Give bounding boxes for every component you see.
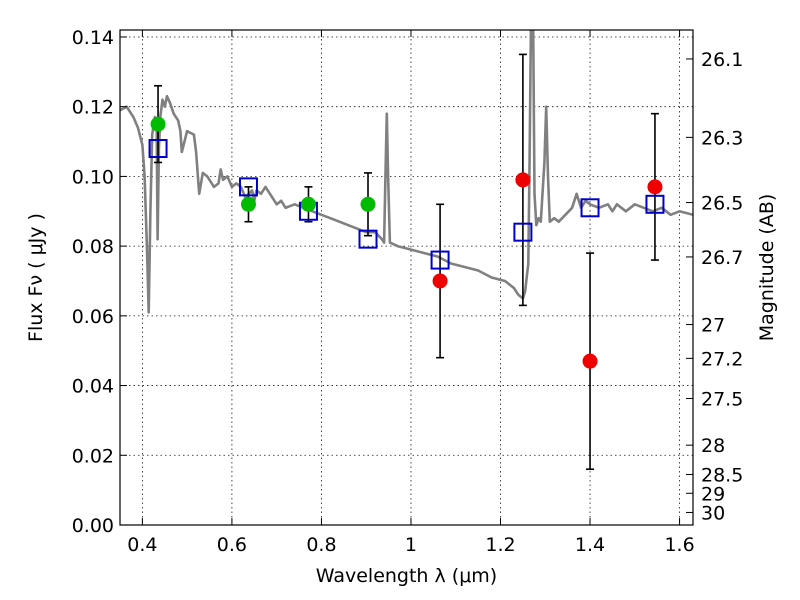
- model-photometry-square: [513, 222, 533, 242]
- low-significance-point: [647, 179, 663, 195]
- grid: [120, 30, 693, 526]
- y-axis-label: Flux Fν ( μJy ): [25, 213, 47, 342]
- model-photometry-square: [430, 250, 450, 270]
- low-significance-point: [582, 353, 598, 369]
- right-tick-label: 27: [701, 315, 725, 337]
- x-tick-label: 1: [405, 534, 417, 556]
- x-tick-label: 1.2: [485, 534, 515, 556]
- detection-point: [240, 196, 256, 212]
- right-tick-label: 27.2: [701, 348, 743, 370]
- x-tick-label: 0.6: [217, 534, 247, 556]
- right-tick-label: 26.3: [701, 127, 743, 149]
- y-tick-label: 0.12: [72, 97, 114, 119]
- y-tick-label: 0.10: [72, 166, 114, 188]
- right-tick-label: 27.5: [701, 388, 743, 410]
- detection-point: [360, 196, 376, 212]
- right-tick-label: 26.7: [701, 247, 743, 269]
- model-photometry-square: [580, 198, 600, 218]
- y-tick-label: 0.02: [72, 445, 114, 467]
- error-bars: [154, 53, 659, 471]
- right-axis-label: Magnitude (AB): [756, 194, 778, 342]
- y-tick-label: 0.14: [72, 27, 114, 49]
- right-tick-label: 26.5: [701, 193, 743, 215]
- model-photometry-square: [148, 139, 168, 159]
- detection-point: [150, 116, 166, 132]
- model-photometry-square: [238, 177, 258, 197]
- detection-point: [300, 196, 316, 212]
- x-tick-label: 1.6: [664, 534, 694, 556]
- model-photometry-square: [358, 229, 378, 249]
- right-tick-label: 26.1: [701, 49, 743, 71]
- model-spectrum: [120, 30, 693, 314]
- spectrum-line: [120, 30, 693, 314]
- x-axis-label: Wavelength λ (μm): [316, 565, 497, 587]
- model-photometry-square: [645, 194, 665, 214]
- x-tick-label: 0.8: [306, 534, 336, 556]
- x-tick-label: 0.4: [127, 534, 157, 556]
- y-tick-label: 0.00: [72, 515, 114, 537]
- y-tick-label: 0.06: [72, 306, 114, 328]
- x-tick-label: 1.4: [575, 534, 605, 556]
- right-tick-label: 28: [701, 435, 725, 457]
- low-significance-point: [515, 172, 531, 188]
- right-tick-label: 30: [701, 502, 725, 524]
- plot-frame: [119, 29, 694, 526]
- right-tick-label: 29: [701, 483, 725, 505]
- y-tick-label: 0.08: [72, 236, 114, 258]
- low-significance-point: [432, 273, 448, 289]
- y-tick-label: 0.04: [72, 376, 114, 398]
- data-markers: [148, 116, 665, 369]
- right-tick-label: 28.5: [701, 464, 743, 486]
- axes: 0.4 0.6 0.8 1 1.2 1.4 1.6 0.00 0.02 0.04 0.06 0.08 0…: [72, 27, 744, 556]
